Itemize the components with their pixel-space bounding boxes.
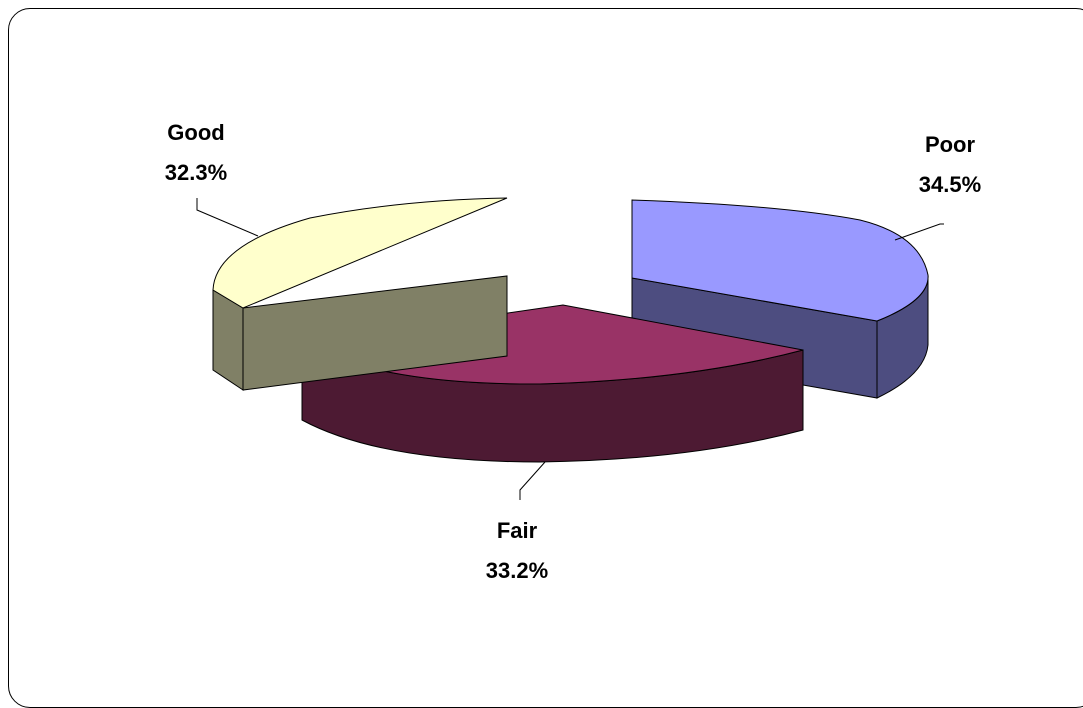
slice-label-good: Good — [167, 120, 224, 145]
slice-value-good: 32.3% — [165, 160, 227, 185]
leader-line-good — [196, 198, 259, 237]
leader-line-fair — [519, 461, 546, 500]
slice-value-poor: 34.5% — [919, 172, 981, 197]
slice-top-good — [212, 197, 508, 309]
slice-top-poor — [631, 199, 929, 322]
leader-line-poor — [894, 223, 944, 241]
slice-label-fair: Fair — [497, 518, 538, 543]
slice-good — [212, 197, 508, 391]
slice-value-fair: 33.2% — [486, 558, 548, 583]
pie-chart: Poor 34.5% Fair 33.2% Good 32.3% — [165, 120, 981, 583]
slice-poor — [631, 199, 929, 399]
slice-front-good — [242, 275, 508, 391]
slice-label-poor: Poor — [925, 132, 976, 157]
